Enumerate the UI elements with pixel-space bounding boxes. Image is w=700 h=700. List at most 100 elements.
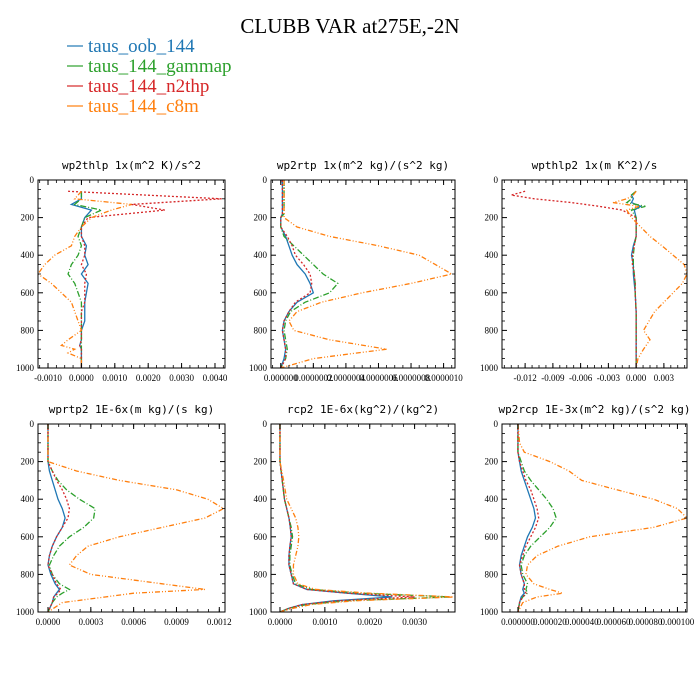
- series-line: [612, 190, 687, 368]
- y-tick-label: 0: [263, 419, 268, 429]
- y-tick-label: 1000: [16, 363, 35, 373]
- y-tick-label: 600: [485, 288, 499, 298]
- x-tick-label: 0.0020: [357, 617, 382, 627]
- x-tick-label: 0.0000008: [392, 373, 431, 383]
- panel-title: wp2thlp 1x(m^2 K)/s^2: [62, 159, 201, 172]
- y-tick-label: 200: [485, 457, 499, 467]
- x-tick-label: 0.003: [654, 373, 675, 383]
- series-line: [511, 190, 637, 368]
- chart-panel: wp2rcp 1E-3x(m^2 kg)/(s^2 kg) 0 200 400 600 8…: [480, 403, 695, 627]
- y-tick-label: 1000: [249, 363, 268, 373]
- x-tick-label: 0.0010: [312, 617, 337, 627]
- series-line: [47, 424, 66, 612]
- y-tick-label: 400: [485, 250, 499, 260]
- x-tick-label: 0.0000: [36, 617, 61, 627]
- y-tick-label: 0: [494, 419, 499, 429]
- y-tick-label: 600: [254, 532, 268, 542]
- x-tick-label: 0.000: [626, 373, 647, 383]
- y-tick-label: 600: [254, 288, 268, 298]
- chart-panel: wpthlp2 1x(m K^2)/s 0 200 400 600 800 1000 -0.0…: [480, 159, 688, 383]
- series-line: [517, 424, 537, 612]
- x-tick-label: 0.0040: [203, 373, 228, 383]
- series-line: [279, 424, 451, 612]
- y-tick-label: 0: [263, 175, 268, 185]
- y-tick-label: 200: [485, 213, 499, 223]
- y-tick-label: 1000: [249, 607, 268, 617]
- series-line: [67, 191, 104, 368]
- x-tick-label: 0.0000006: [359, 373, 398, 383]
- chart-panel: wprtp2 1E-6x(m kg)/(s kg) 0 200 400 600 800 10…: [16, 403, 232, 627]
- series-line: [280, 180, 315, 368]
- series-line: [47, 424, 71, 612]
- x-tick-label: 0.000080: [629, 617, 663, 627]
- x-tick-label: -0.009: [541, 373, 565, 383]
- y-tick-label: 400: [485, 494, 499, 504]
- legend-label: taus_144_gammap: [88, 56, 232, 77]
- series-line: [279, 424, 415, 612]
- x-tick-label: 0.000100: [661, 617, 695, 627]
- x-tick-label: 0.0010: [102, 373, 127, 383]
- chart-panel: wp2rtp 1x(m^2 kg)/(s^2 kg) 0 200 400 600 800 1…: [249, 159, 463, 383]
- chart-panel: wp2thlp 1x(m^2 K)/s^2 0 200 400 600 800 1000-0…: [16, 159, 228, 383]
- y-tick-label: 200: [21, 457, 35, 467]
- series-line: [517, 424, 687, 612]
- y-tick-label: 200: [254, 457, 268, 467]
- y-tick-label: 800: [254, 325, 268, 335]
- x-tick-label: 0.000000: [264, 373, 298, 383]
- series-line: [280, 180, 313, 368]
- x-tick-label: -0.012: [514, 373, 537, 383]
- x-tick-label: -0.006: [569, 373, 593, 383]
- series-line: [279, 424, 455, 612]
- x-tick-label: 0.0000: [69, 373, 94, 383]
- legend: taus_oob_144taus_144_gammaptaus_144_n2th…: [67, 36, 232, 117]
- y-tick-label: 1000: [480, 363, 499, 373]
- y-tick-label: 400: [254, 494, 268, 504]
- panel-title: wpthlp2 1x(m K^2)/s: [532, 159, 658, 172]
- x-tick-label: 0.0000010: [424, 373, 463, 383]
- legend-label: taus_oob_144: [88, 36, 195, 57]
- panel-frame: [501, 423, 688, 613]
- legend-item: taus_144_n2thp: [67, 76, 209, 97]
- x-tick-label: 0.0020: [136, 373, 161, 383]
- figure-title: CLUBB VAR at275E,-2N: [240, 14, 459, 38]
- legend-label: taus_144_n2thp: [88, 76, 209, 97]
- panel-frame: [270, 179, 456, 369]
- y-tick-label: 800: [254, 569, 268, 579]
- legend-item: taus_144_gammap: [67, 56, 232, 77]
- y-tick-label: 400: [21, 250, 35, 260]
- series-line: [279, 424, 393, 612]
- y-tick-label: 1000: [480, 607, 499, 617]
- panel-frame: [501, 179, 688, 369]
- y-tick-label: 600: [21, 288, 35, 298]
- x-tick-label: 0.0000002: [294, 373, 332, 383]
- chart-panel: rcp2 1E-6x(kg^2)/(kg^2) 0 200 400 600 800 1000…: [249, 403, 456, 627]
- y-tick-label: 400: [21, 494, 35, 504]
- x-tick-label: 0.0000: [268, 617, 293, 627]
- y-tick-label: 600: [21, 532, 35, 542]
- panel-title: rcp2 1E-6x(kg^2)/(kg^2): [287, 403, 439, 416]
- series-line: [280, 180, 339, 368]
- y-tick-label: 0: [30, 419, 35, 429]
- series-line: [280, 180, 454, 368]
- x-tick-label: 0.0009: [164, 617, 189, 627]
- panel-title: wp2rtp 1x(m^2 kg)/(s^2 kg): [277, 159, 449, 172]
- panel-frame: [37, 423, 226, 613]
- panel-frame: [37, 179, 226, 369]
- x-tick-label: 0.000000: [501, 617, 535, 627]
- x-tick-label: -0.003: [597, 373, 621, 383]
- y-tick-label: 600: [485, 532, 499, 542]
- series-line: [517, 424, 540, 612]
- x-tick-label: 0.000040: [565, 617, 599, 627]
- panel-frame: [270, 423, 456, 613]
- x-tick-label: 0.0006: [121, 617, 146, 627]
- series-line: [38, 190, 132, 368]
- y-tick-label: 800: [485, 569, 499, 579]
- x-tick-label: -0.0010: [34, 373, 62, 383]
- y-tick-label: 400: [254, 250, 268, 260]
- y-tick-label: 800: [485, 325, 499, 335]
- panels: wp2thlp 1x(m^2 K)/s^202004006008001000-0…: [16, 159, 695, 627]
- x-tick-label: 0.000020: [533, 617, 567, 627]
- y-tick-label: 1000: [16, 607, 35, 617]
- series-line: [517, 424, 557, 612]
